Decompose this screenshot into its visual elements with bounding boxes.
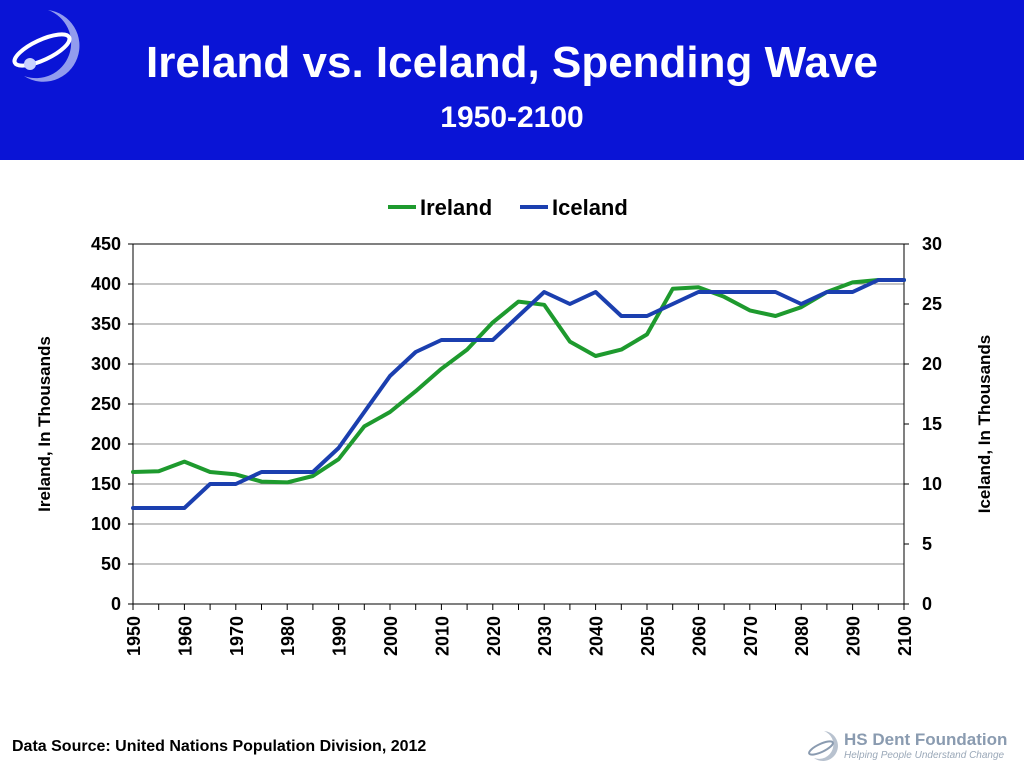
series-line-iceland [131, 278, 906, 510]
y-tick-label: 150 [91, 474, 121, 494]
x-tick-label: 2050 [638, 616, 658, 656]
y2-tick-label: 30 [922, 234, 942, 254]
y-tick-label: 100 [91, 514, 121, 534]
foundation-swoosh-icon [808, 731, 838, 761]
left-axis-title: Ireland, In Thousands [35, 336, 54, 512]
x-tick-label: 1950 [124, 616, 144, 656]
x-tick-label: 2010 [432, 616, 452, 656]
foundation-tagline: Helping People Understand Change [844, 750, 1005, 761]
x-tick-label: 2020 [484, 616, 504, 656]
x-tick-label: 2100 [895, 616, 915, 656]
y2-tick-label: 10 [922, 474, 942, 494]
left-y-axis: 0 50 100 150 200 250 300 350 400 450 [91, 234, 133, 614]
title-banner: Ireland vs. Iceland, Spending Wave 1950-… [0, 0, 1024, 160]
spending-wave-chart: 1950 1960 1970 1980 1990 2000 2010 2020 2030 2040… [35, 195, 994, 656]
x-axis: 1950 1960 1970 1980 1990 2000 2010 2020 2030 2040… [124, 604, 915, 656]
y2-tick-label: 15 [922, 414, 942, 434]
legend-label-ireland: Ireland [420, 195, 492, 220]
y2-tick-label: 5 [922, 534, 932, 554]
x-tick-label: 1970 [227, 616, 247, 656]
x-tick-label: 1960 [175, 616, 195, 656]
y-tick-label: 400 [91, 274, 121, 294]
legend: Ireland Iceland [388, 195, 628, 220]
y2-tick-label: 20 [922, 354, 942, 374]
right-y-axis: 0 5 10 15 20 25 30 [904, 234, 942, 614]
x-tick-label: 2000 [381, 616, 401, 656]
x-tick-label: 2070 [741, 616, 761, 656]
foundation-name: HS Dent Foundation [844, 730, 1008, 749]
right-axis-title: Iceland, In Thousands [975, 335, 994, 514]
x-tick-label: 2080 [792, 616, 812, 656]
y2-tick-label: 25 [922, 294, 942, 314]
page-title: Ireland vs. Iceland, Spending Wave [146, 38, 878, 87]
y-tick-label: 250 [91, 394, 121, 414]
x-tick-label: 1980 [278, 616, 298, 656]
y2-tick-label: 0 [922, 594, 932, 614]
foundation-logo: HS Dent Foundation Helping People Unders… [806, 726, 1016, 766]
y-tick-label: 450 [91, 234, 121, 254]
data-source-note: Data Source: United Nations Population D… [12, 738, 427, 755]
x-tick-label: 2060 [689, 616, 709, 656]
y-tick-label: 50 [101, 554, 121, 574]
x-tick-label: 1990 [330, 616, 350, 656]
x-tick-label: 2030 [535, 616, 555, 656]
y-tick-label: 350 [91, 314, 121, 334]
series-line-ireland [131, 278, 906, 485]
y-tick-label: 300 [91, 354, 121, 374]
series-lines [131, 278, 906, 510]
y-tick-label: 200 [91, 434, 121, 454]
y-tick-label: 0 [111, 594, 121, 614]
x-tick-label: 2090 [844, 616, 864, 656]
swoosh-logo-icon [12, 10, 80, 82]
page-subtitle: 1950-2100 [440, 101, 584, 134]
legend-label-iceland: Iceland [552, 195, 628, 220]
x-tick-label: 2040 [587, 616, 607, 656]
